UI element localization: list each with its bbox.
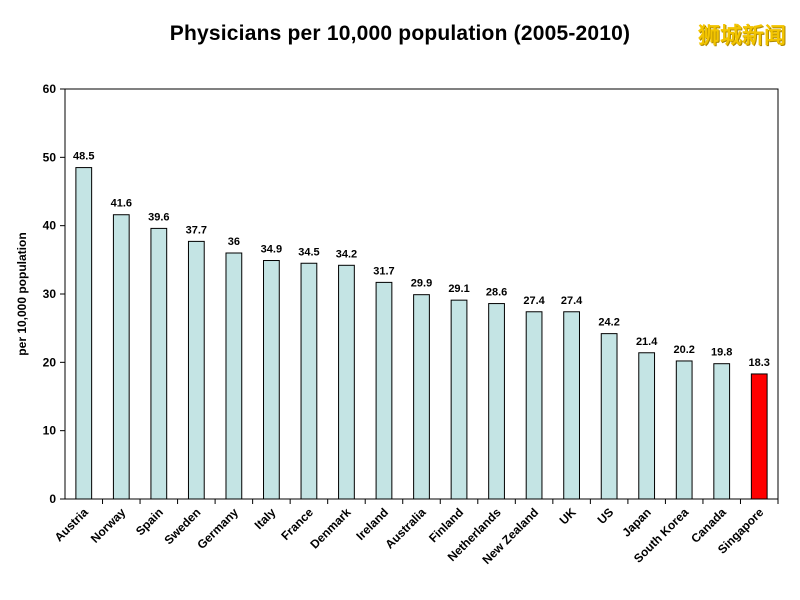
value-label: 29.9 [411,278,432,290]
category-label: Norway [88,505,129,546]
bar-sweden [187,240,205,500]
bar-ireland [375,281,393,500]
y-tick-label: 50 [43,150,57,164]
category-label: Austria [52,505,91,544]
category-label: Italy [252,505,279,532]
bar-italy [263,260,280,500]
bar-spain [150,227,168,500]
category-label: Australia [382,505,428,551]
category-label: Denmark [307,505,353,551]
bar-japan [638,352,656,500]
value-label: 18.3 [749,357,770,369]
value-label: 28.6 [486,287,507,299]
value-label: 24.2 [598,317,619,329]
value-label: 29.1 [448,283,469,295]
value-labels: 48.5 41.6 39.6 37.7 36 34.9 34.5 34.2 31.7 29.9 29… [73,151,770,369]
y-axis: 0 10 20 30 40 50 60 [43,82,779,506]
bar-netherlands [488,303,505,500]
value-label: 37.7 [186,224,207,236]
value-label: 36 [228,236,240,248]
watermark-logo: 狮城新闻 [697,24,786,49]
bar-australia [413,294,430,500]
value-label: 34.5 [298,246,319,258]
value-label: 34.9 [261,244,282,256]
value-label: 27.4 [523,295,545,307]
bar-us [600,333,618,500]
category-label: US [595,505,617,527]
value-label: 48.5 [73,151,94,163]
bar-austria [75,167,93,500]
bar-finland [450,299,468,500]
y-tick-label: 60 [43,82,57,96]
bar-france [300,262,318,500]
value-label: 41.6 [111,198,132,210]
value-label: 31.7 [373,265,394,277]
y-tick-label: 40 [43,219,57,233]
value-label: 21.4 [636,336,658,348]
value-label: 27.4 [561,295,583,307]
category-label: Spain [133,505,166,538]
value-label: 19.8 [711,347,732,359]
chart-title: Physicians per 10,000 population (2005-2… [169,22,631,45]
y-axis-title: per 10,000 population [15,232,29,355]
y-tick-label: 10 [43,424,57,438]
y-tick-label: 20 [43,355,57,369]
bar-uk [563,311,580,500]
bar-south-korea [675,360,693,500]
bar-norway [112,214,130,500]
bar-new-zealand [525,311,543,500]
value-label: 39.6 [148,211,169,223]
category-label: Germany [194,505,241,552]
value-label: 20.2 [673,344,694,356]
y-tick-label: 30 [43,287,57,301]
bars [75,167,768,500]
value-label: 34.2 [336,248,357,260]
bar-denmark [338,264,355,500]
category-label: Japan [619,505,653,539]
bar-singapore [750,373,768,500]
y-tick-label: 0 [49,492,56,506]
category-label: UK [557,505,579,527]
bar-germany [225,252,243,500]
bar-canada [713,363,731,500]
